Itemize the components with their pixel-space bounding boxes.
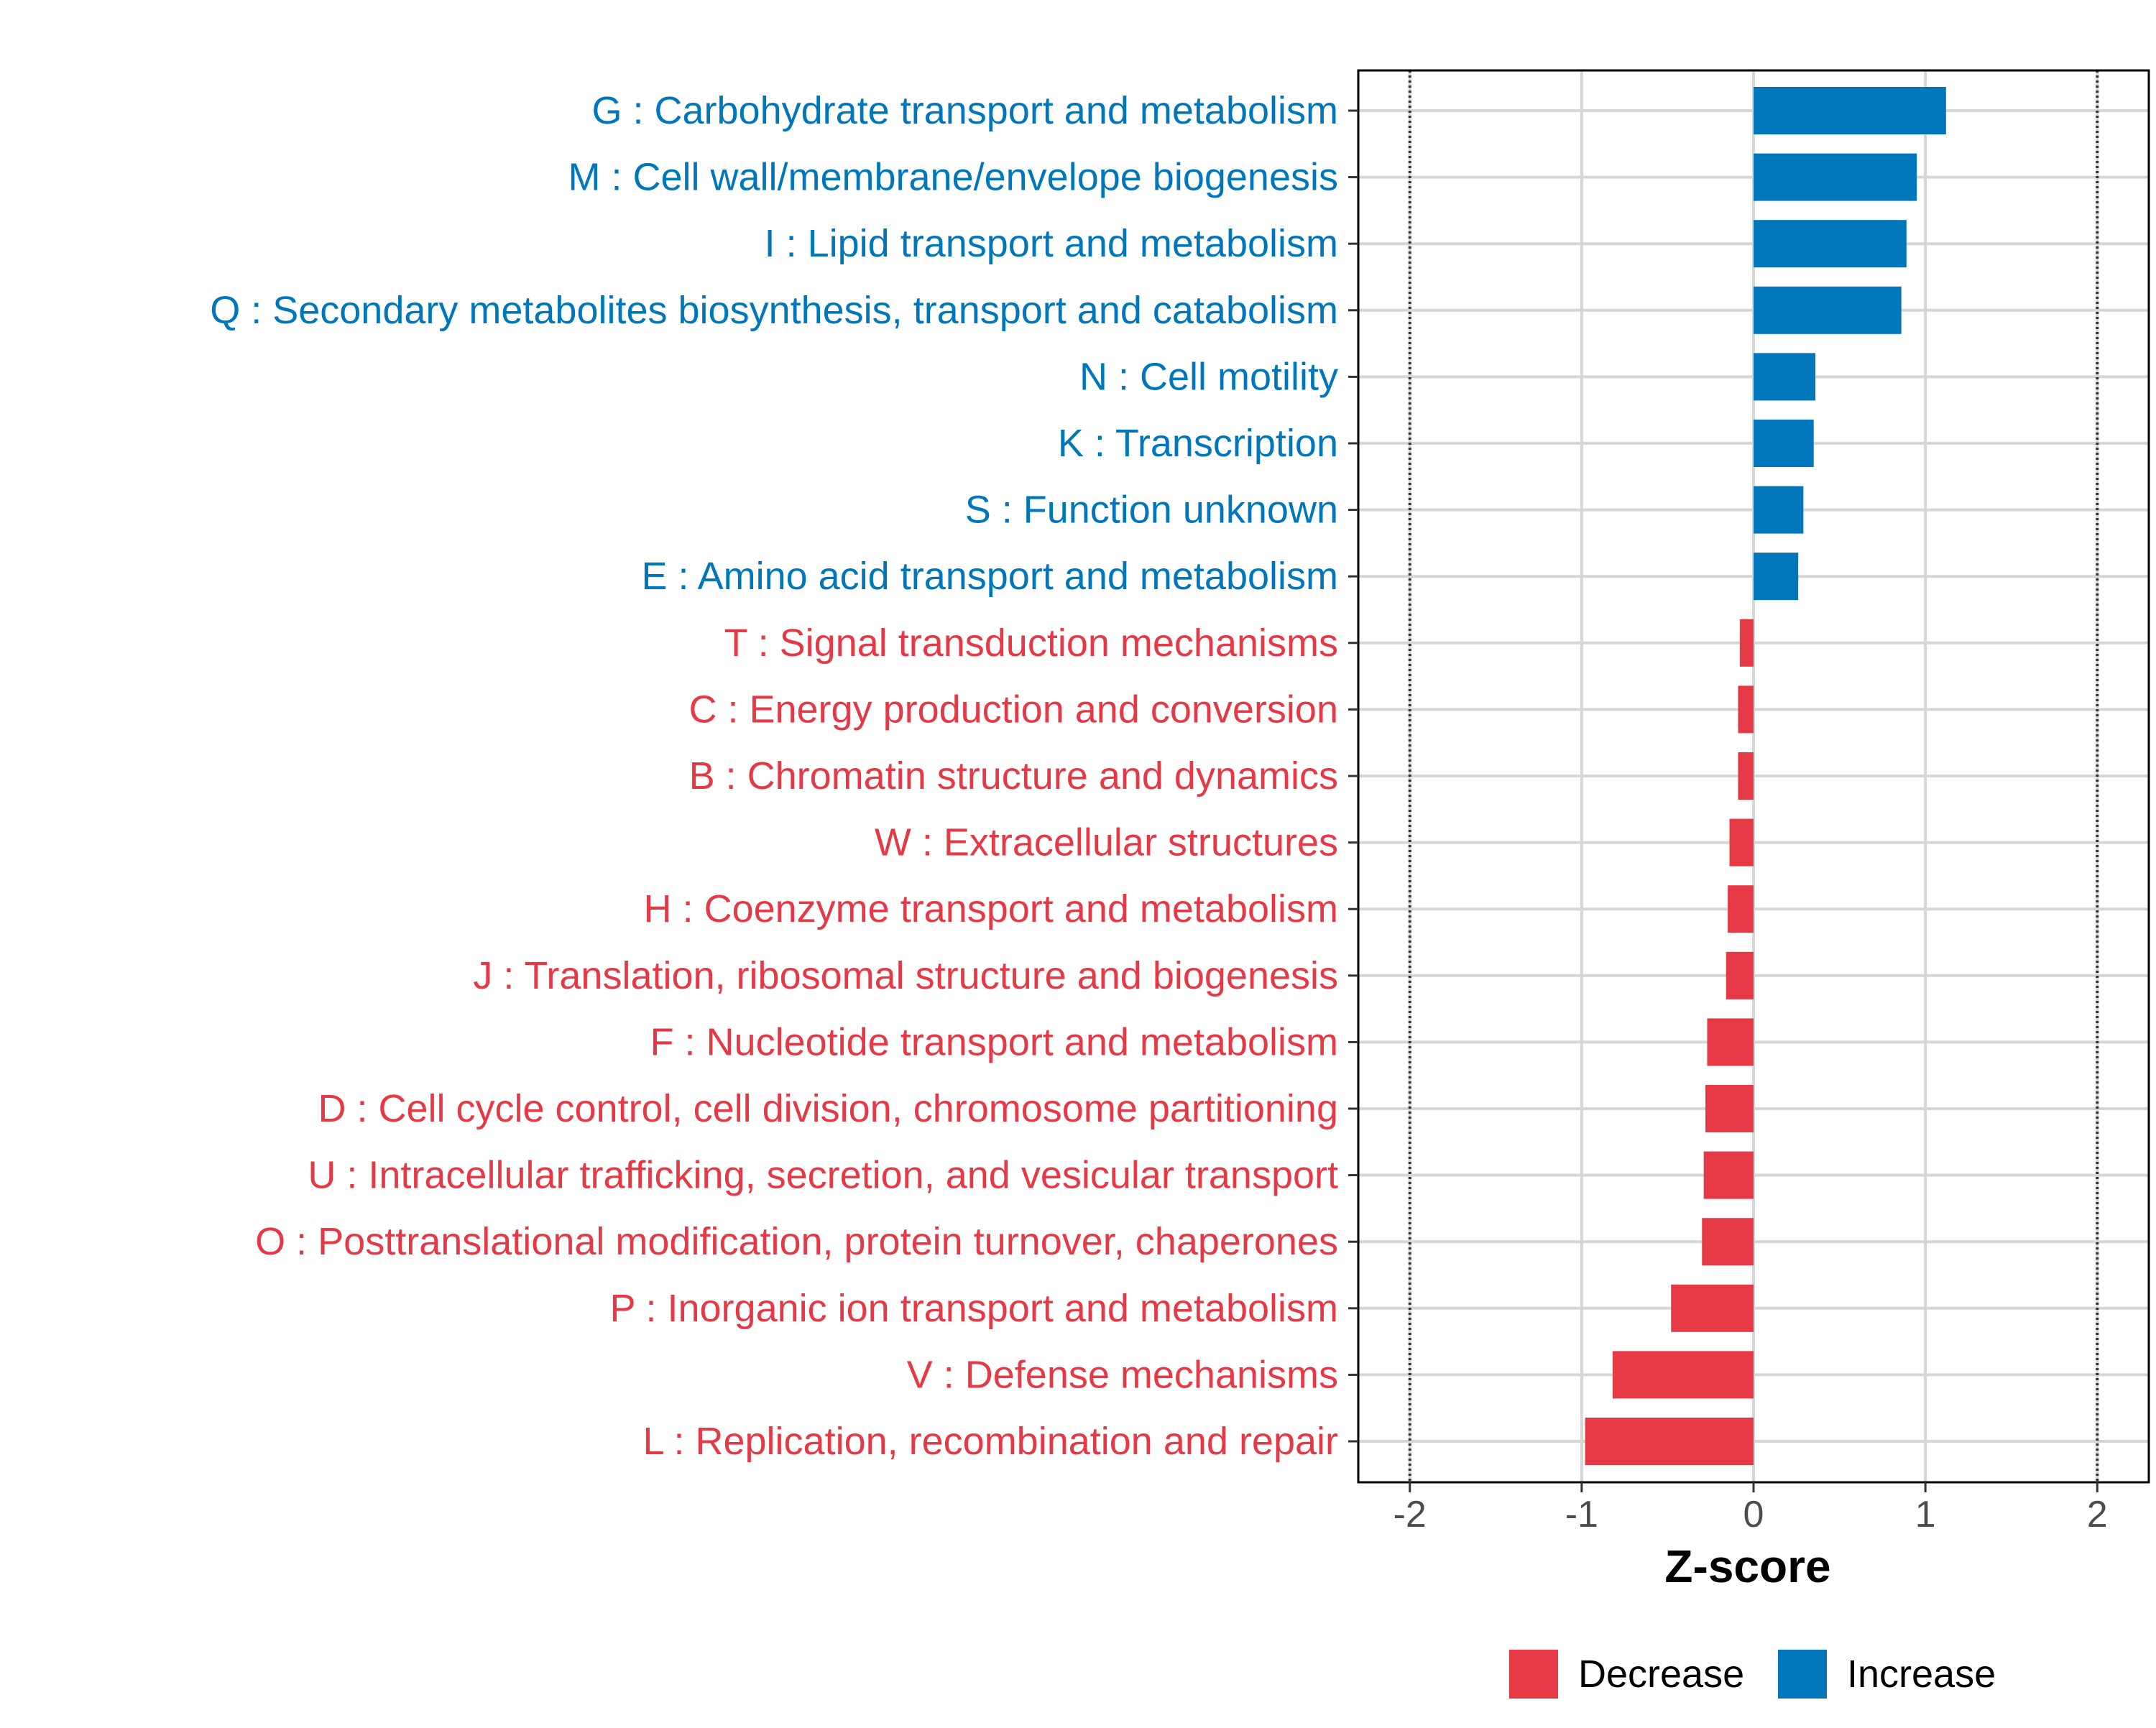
bar (1705, 1085, 1754, 1132)
category-label: P : Inorganic ion transport and metaboli… (609, 1287, 1338, 1330)
category-label: U : Intracellular trafficking, secretion… (308, 1154, 1338, 1197)
bar (1738, 752, 1754, 800)
category-label: J : Translation, ribosomal structure and… (473, 954, 1338, 997)
y-axis-labels: G : Carbohydrate transport and metabolis… (210, 89, 1338, 1463)
category-label: T : Signal transduction mechanisms (724, 622, 1338, 665)
x-tick-label: 0 (1743, 1494, 1764, 1535)
x-tick-label: 1 (1915, 1494, 1936, 1535)
bar (1754, 87, 1946, 134)
bar (1703, 1151, 1754, 1199)
category-label: W : Extracellular structures (875, 821, 1338, 864)
bar (1754, 420, 1814, 467)
category-label: D : Cell cycle control, cell division, c… (318, 1087, 1338, 1130)
category-label: Q : Secondary metabolites biosynthesis, … (210, 289, 1338, 332)
bar (1729, 818, 1754, 867)
x-axis-ticks (1409, 1482, 2099, 1492)
bar (1702, 1218, 1754, 1266)
category-label: F : Nucleotide transport and metabolism (650, 1020, 1338, 1063)
category-label: M : Cell wall/membrane/envelope biogenes… (568, 156, 1338, 199)
x-axis-tick-labels: -2 -1 0 1 2 (1393, 1494, 2108, 1535)
y-axis-ticks (1348, 109, 1358, 1443)
legend-label: Increase (1847, 1653, 1996, 1696)
bar (1612, 1351, 1754, 1399)
legend-swatch (1778, 1650, 1827, 1699)
bar (1754, 286, 1902, 334)
bar (1754, 220, 1907, 268)
category-label: H : Coenzyme transport and metabolism (644, 887, 1338, 930)
category-label: K : Transcription (1058, 422, 1338, 465)
bar (1671, 1284, 1754, 1332)
bar (1585, 1418, 1754, 1465)
x-tick-label: -1 (1565, 1494, 1598, 1535)
reference-lines (1408, 70, 2099, 1482)
bar (1707, 1018, 1754, 1066)
bar (1754, 486, 1804, 534)
legend-swatch (1509, 1650, 1558, 1699)
bar (1754, 153, 1917, 201)
category-label: G : Carbohydrate transport and metabolis… (592, 89, 1339, 132)
bar (1754, 353, 1816, 401)
category-label: I : Lipid transport and metabolism (765, 222, 1338, 265)
legend: Decrease Increase (1509, 1650, 1996, 1699)
bar (1726, 951, 1754, 999)
category-label: O : Posttranslational modification, prot… (255, 1220, 1338, 1263)
category-label: C : Energy production and conversion (688, 688, 1338, 731)
category-label: L : Replication, recombination and repai… (642, 1420, 1338, 1463)
bar (1728, 885, 1754, 933)
bar (1754, 553, 1799, 601)
category-label: V : Defense mechanisms (907, 1353, 1338, 1396)
category-label: S : Function unknown (965, 489, 1338, 532)
bars (1585, 87, 1946, 1465)
bar (1739, 619, 1754, 667)
category-label: N : Cell motility (1079, 355, 1338, 398)
x-tick-label: 2 (2087, 1494, 2108, 1535)
category-label: B : Chromatin structure and dynamics (689, 754, 1338, 798)
x-axis-title: Z-score (1664, 1540, 1830, 1592)
x-tick-label: -2 (1393, 1494, 1427, 1535)
legend-label: Decrease (1578, 1653, 1744, 1696)
bar (1738, 685, 1754, 734)
category-label: E : Amino acid transport and metabolism (642, 555, 1338, 598)
